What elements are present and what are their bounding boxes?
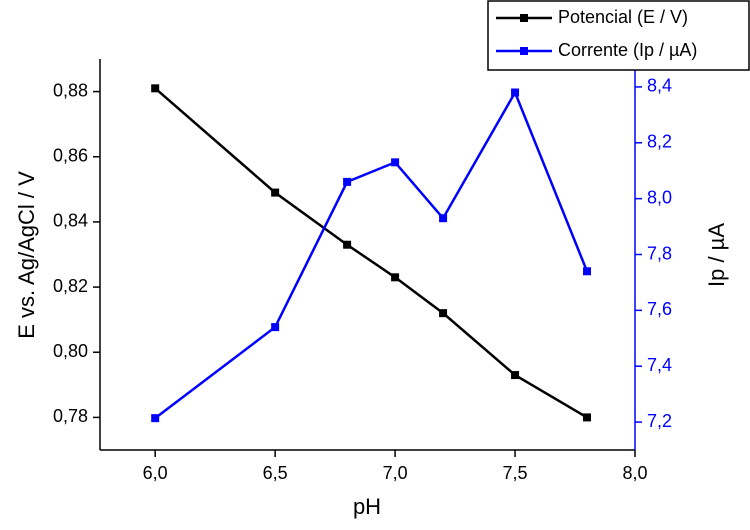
point bbox=[151, 84, 160, 93]
x-tick-label: 7,0 bbox=[383, 463, 408, 483]
y-tick-label: 0,86 bbox=[53, 146, 88, 166]
point bbox=[271, 188, 280, 197]
point bbox=[151, 414, 160, 423]
y-tick-label: 0,80 bbox=[53, 341, 88, 361]
point bbox=[271, 323, 280, 332]
point bbox=[511, 371, 520, 380]
y-tick-label: 0,88 bbox=[53, 80, 88, 100]
point bbox=[583, 413, 592, 422]
point bbox=[439, 214, 448, 223]
y2-tick-label: 7,4 bbox=[647, 355, 672, 375]
y2-tick-label: 7,6 bbox=[647, 299, 672, 319]
y2-tick-label: 8,4 bbox=[647, 76, 672, 96]
y2-tick-label: 7,2 bbox=[647, 411, 672, 431]
series-line bbox=[154, 89, 589, 420]
point bbox=[343, 240, 352, 249]
y-tick-label: 0,84 bbox=[53, 211, 88, 231]
y-axis-label: E vs. Ag/AgCl / V bbox=[14, 171, 39, 339]
legend-marker bbox=[520, 47, 528, 55]
x-axis-label: pH bbox=[353, 494, 381, 519]
y-tick-label: 0,78 bbox=[53, 406, 88, 426]
y2-tick-label: 8,2 bbox=[647, 132, 672, 152]
point bbox=[511, 88, 520, 97]
point bbox=[439, 309, 448, 318]
y2-tick-label: 7,8 bbox=[647, 243, 672, 263]
legend-label: Corrente (Ip / µA) bbox=[558, 40, 697, 60]
y-tick-label: 0,82 bbox=[53, 276, 88, 296]
y2-tick-label: 8,0 bbox=[647, 187, 672, 207]
point bbox=[391, 158, 400, 167]
legend-label: Potencial (E / V) bbox=[558, 7, 688, 27]
legend-marker bbox=[520, 14, 528, 22]
x-tick-label: 8,0 bbox=[622, 463, 647, 483]
x-tick-label: 6,0 bbox=[143, 463, 168, 483]
point bbox=[343, 177, 352, 186]
x-tick-label: 7,5 bbox=[503, 463, 528, 483]
x-tick-label: 6,5 bbox=[263, 463, 288, 483]
point bbox=[583, 267, 592, 276]
legend-box bbox=[487, 0, 750, 71]
point bbox=[391, 273, 400, 282]
y2-axis-label: Ip / µA bbox=[704, 223, 729, 287]
